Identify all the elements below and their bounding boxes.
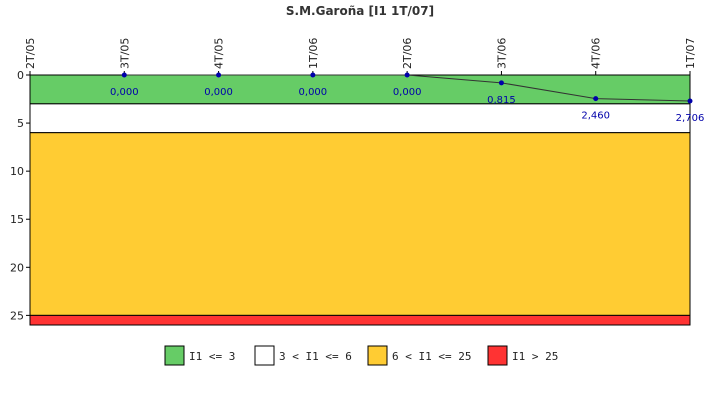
x-tick-label: 1T/07 [684, 38, 697, 69]
band-1 [29, 103, 691, 134]
y-tick-label: 10 [10, 165, 24, 178]
chart-title: S.M.Garoña [I1 1T/07] [286, 4, 434, 18]
legend-swatch [254, 345, 275, 366]
x-tick-label: 2T/06 [401, 38, 414, 69]
y-tick-label: 0 [17, 69, 24, 82]
data-label: 2,460 [581, 111, 610, 122]
band-3 [29, 314, 691, 326]
data-label: 0,000 [204, 87, 233, 98]
series-layer: 0,000 0,000 0,000 0,000 0,815 2,460 2,706 [110, 72, 705, 124]
data-label: 0,000 [299, 87, 328, 98]
data-point [687, 98, 693, 104]
y-tick-label: 25 [10, 309, 24, 322]
data-point [310, 72, 316, 78]
y-tick-label: 20 [10, 261, 24, 274]
y-tick-label: 15 [10, 213, 24, 226]
data-label: 0,000 [393, 87, 422, 98]
data-point [498, 80, 504, 86]
data-point [593, 96, 599, 102]
x-tick-label: 1T/06 [307, 38, 320, 69]
band-2 [29, 132, 691, 316]
legend-swatch [487, 345, 508, 366]
data-label: 0,815 [487, 95, 516, 106]
legend-swatch [367, 345, 388, 366]
band-0 [29, 74, 691, 105]
band-layer [29, 74, 691, 326]
x-tick-label: 2T/05 [24, 38, 37, 69]
x-tick-label: 3T/05 [118, 38, 131, 69]
data-point [216, 72, 222, 78]
legend: I1 <= 3 3 < I1 <= 6 6 < I1 <= 25 I1 > 25 [164, 345, 558, 366]
x-tick-label: 3T/06 [495, 38, 508, 69]
data-point [121, 72, 127, 78]
x-tick-label: 4T/05 [213, 38, 226, 69]
x-axis: 2T/05 3T/05 4T/05 1T/06 2T/06 3T/06 4T/06 1T/07 [24, 38, 697, 75]
legend-label: 6 < I1 <= 25 [392, 350, 471, 363]
legend-swatch [164, 345, 185, 366]
y-axis: 0 5 10 15 20 25 [10, 69, 30, 322]
legend-label: 3 < I1 <= 6 [279, 350, 352, 363]
y-tick-label: 5 [17, 117, 24, 130]
legend-label: I1 <= 3 [189, 350, 235, 363]
data-label: 2,706 [676, 113, 705, 124]
x-tick-label: 4T/06 [590, 38, 603, 69]
data-point [404, 72, 410, 78]
legend-label: I1 > 25 [512, 350, 558, 363]
data-label: 0,000 [110, 87, 139, 98]
